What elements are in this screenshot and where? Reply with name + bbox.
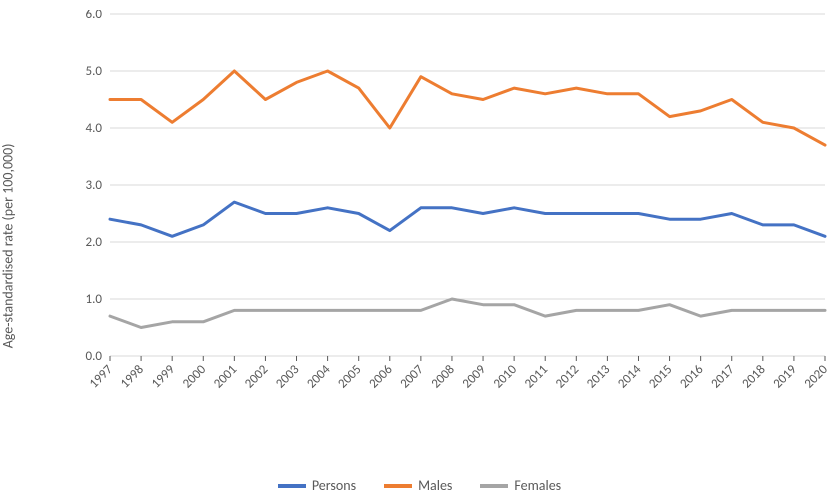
y-tick-label: 0.0 — [86, 349, 103, 364]
series-persons — [110, 202, 825, 236]
x-tick-label: 2019 — [770, 362, 800, 392]
x-tick-label: 2005 — [335, 362, 364, 391]
legend-item-males: Males — [384, 477, 452, 494]
x-tick-label: 2015 — [646, 362, 675, 391]
legend-swatch — [480, 484, 508, 488]
x-tick-label: 2007 — [397, 362, 427, 392]
x-tick-label: 2001 — [211, 362, 240, 391]
x-tick-label: 1999 — [149, 362, 179, 392]
legend-swatch — [278, 484, 306, 488]
x-tick-label: 2012 — [553, 362, 583, 392]
x-tick-label: 2013 — [584, 362, 614, 392]
legend-item-persons: Persons — [278, 477, 356, 494]
x-tick-label: 2011 — [522, 362, 551, 391]
x-tick-label: 2020 — [802, 362, 829, 392]
x-tick-label: 2002 — [242, 362, 272, 392]
y-tick-label: 4.0 — [86, 121, 103, 136]
x-tick-label: 2004 — [304, 362, 334, 392]
x-tick-label: 2016 — [677, 362, 707, 392]
x-tick-label: 2000 — [180, 362, 210, 392]
x-tick-label: 2017 — [708, 362, 738, 392]
legend: Persons Males Females — [0, 475, 839, 495]
y-tick-label: 2.0 — [86, 235, 103, 250]
y-axis-label: Age-standardised rate (per 100,000) — [0, 144, 17, 349]
x-tick-label: 2014 — [615, 362, 645, 392]
series-females — [110, 299, 825, 328]
y-tick-label: 3.0 — [86, 178, 103, 193]
x-tick-label: 2003 — [273, 362, 303, 392]
x-tick-label: 2006 — [366, 362, 396, 392]
legend-item-females: Females — [480, 477, 561, 494]
legend-label: Persons — [312, 477, 356, 494]
x-tick-label: 2008 — [429, 362, 459, 392]
x-tick-label: 2010 — [491, 362, 521, 392]
plot-area: 0.01.02.03.04.05.06.01997199819992000200… — [70, 10, 829, 412]
chart-svg: 0.01.02.03.04.05.06.01997199819992000200… — [70, 10, 829, 412]
y-tick-label: 1.0 — [86, 292, 103, 307]
legend-label: Females — [514, 477, 561, 494]
chart-container: Age-standardised rate (per 100,000) 0.01… — [0, 0, 839, 502]
legend-label: Males — [418, 477, 452, 494]
x-tick-label: 2009 — [460, 362, 490, 392]
y-tick-label: 5.0 — [86, 64, 103, 79]
y-tick-label: 6.0 — [86, 10, 103, 22]
x-tick-label: 1998 — [118, 362, 148, 392]
series-males — [110, 71, 825, 145]
x-tick-label: 2018 — [739, 362, 769, 392]
x-tick-label: 1997 — [87, 362, 117, 392]
legend-swatch — [384, 484, 412, 488]
